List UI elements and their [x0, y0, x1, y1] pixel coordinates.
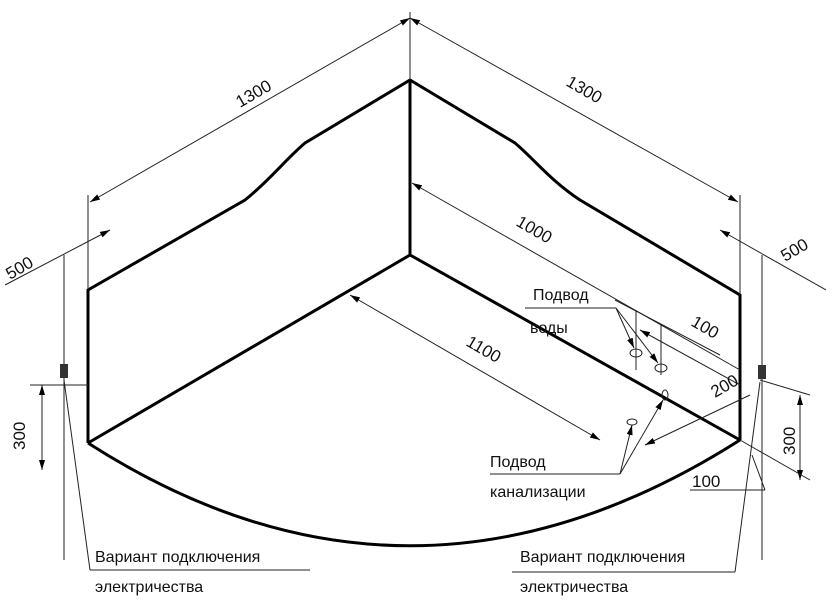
- water-label-1: Подвод: [533, 287, 589, 304]
- elec-left-label-2: электричества: [95, 579, 203, 596]
- drain-label-2: канализации: [490, 484, 586, 501]
- dim-water-spacing: 100: [688, 312, 722, 343]
- dim-inner-depth: 1000: [513, 212, 555, 247]
- dim-drain-bottom: 100: [692, 472, 720, 491]
- drain-icon: [626, 418, 638, 426]
- dim-left-offset: 500: [3, 253, 37, 284]
- dim-right-offset: 500: [778, 235, 812, 266]
- dimension-lines: [4, 12, 826, 560]
- dim-drain-offset: 200: [708, 371, 742, 402]
- leader-lines: [63, 307, 761, 573]
- dim-right-width: 1300: [563, 72, 605, 107]
- water-inlet-icon: [654, 363, 668, 373]
- fixtures: [60, 348, 766, 426]
- elec-right-label-2: электричества: [520, 579, 628, 596]
- electric-socket-icon: [758, 365, 766, 379]
- dim-left-width: 1300: [233, 76, 275, 111]
- drain-icon: [661, 389, 669, 401]
- electric-socket-icon: [60, 364, 68, 378]
- elec-left-label-1: Вариант подключения: [95, 549, 260, 566]
- water-label-2: воды: [530, 320, 568, 337]
- tub-outline: [86, 78, 742, 548]
- dim-left-height: 300: [10, 422, 29, 450]
- drain-label-1: Подвод: [490, 454, 546, 471]
- elec-right-label-1: Вариант подключения: [520, 549, 685, 566]
- dim-diagonal: 1100: [463, 332, 504, 367]
- dim-right-height: 300: [780, 427, 799, 455]
- water-inlet-icon: [629, 348, 643, 358]
